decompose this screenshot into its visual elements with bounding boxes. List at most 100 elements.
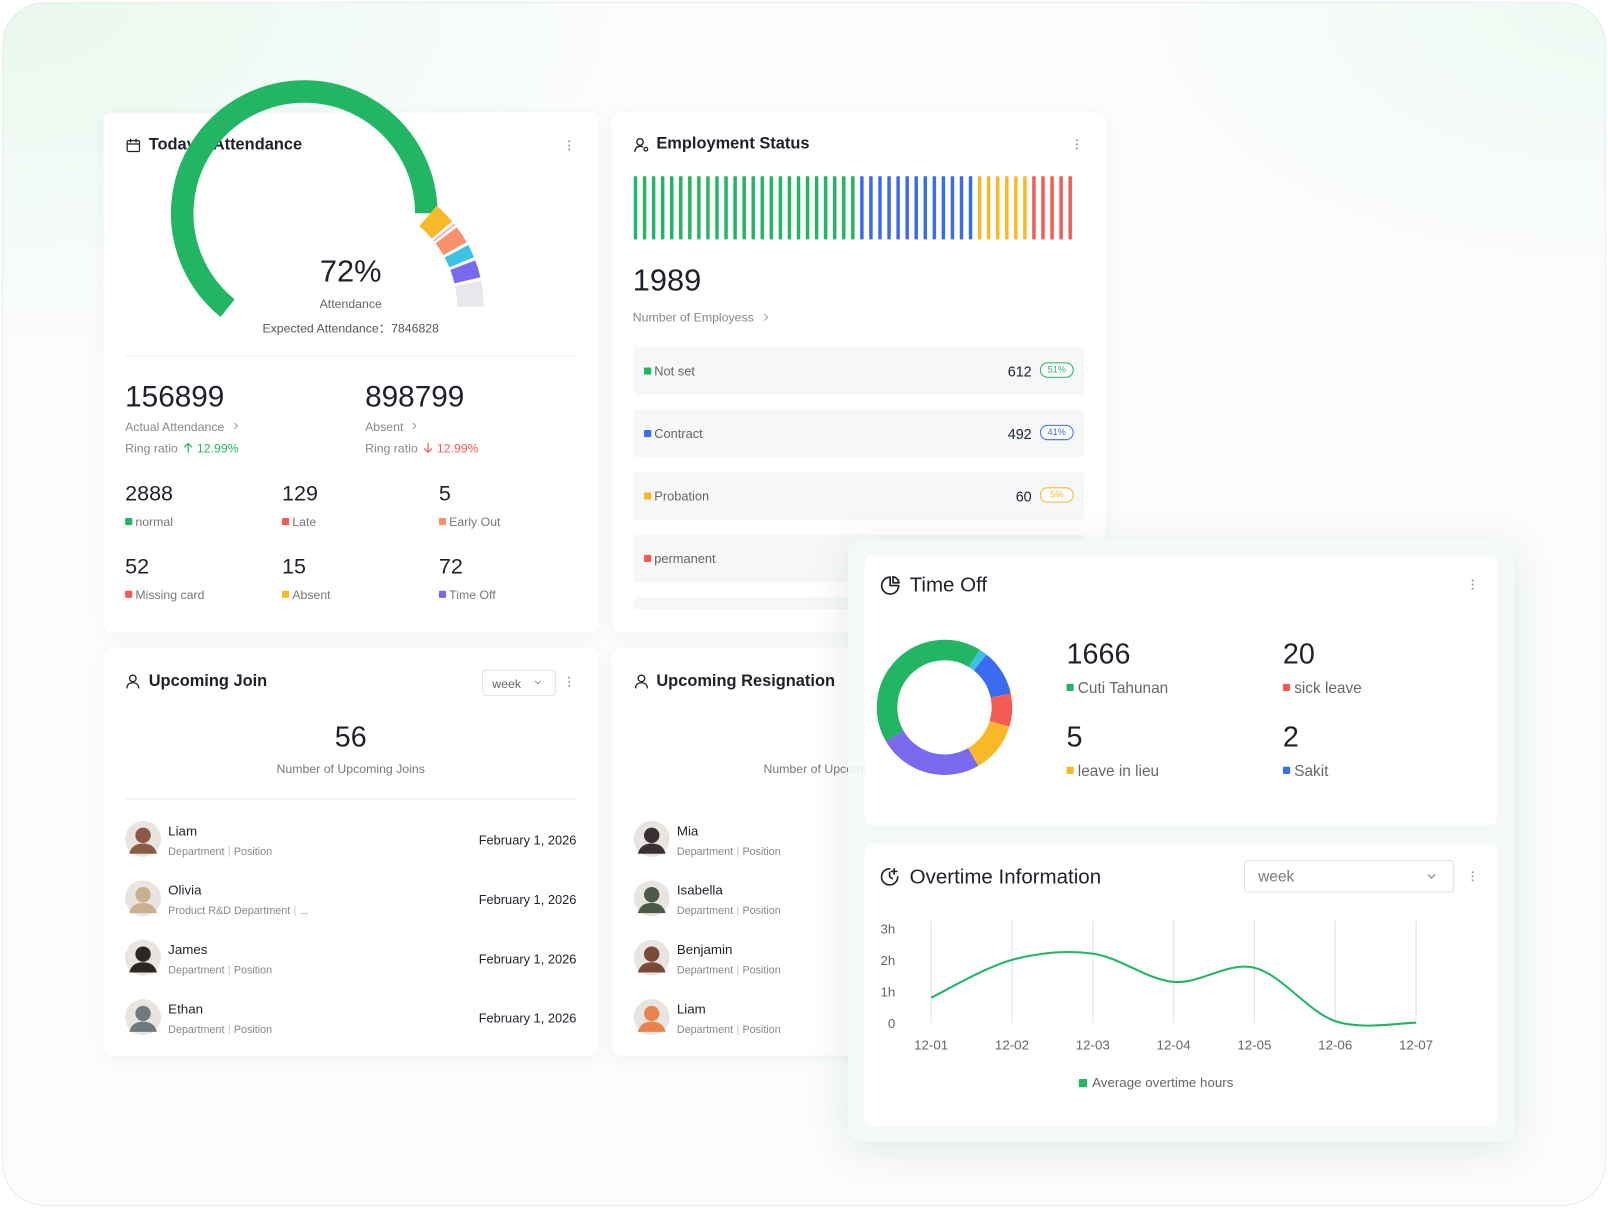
stripe — [887, 176, 891, 240]
summary-label: Actual Attendance — [125, 419, 225, 435]
legend-dot — [125, 590, 133, 598]
clock-icon-part — [880, 867, 899, 886]
gauge-label: Attendance — [319, 296, 382, 312]
chevron-down — [534, 680, 542, 685]
avatar-head — [644, 887, 660, 903]
time-off-value: 5 — [1066, 720, 1083, 753]
more-menu-part — [568, 144, 571, 147]
more-menu-part — [568, 140, 571, 143]
join-date: February 1, 2026 — [478, 952, 577, 967]
period-select[interactable]: week — [481, 669, 556, 697]
more-menu — [1075, 139, 1078, 150]
stripe — [1041, 176, 1045, 240]
avatar-head — [644, 946, 660, 962]
summary-value: 156899 — [125, 380, 225, 414]
more-menu-part — [1471, 875, 1474, 878]
person-department: Department — [676, 964, 734, 977]
avatar-head — [644, 827, 660, 844]
stripe — [796, 176, 801, 240]
pie-icon-part — [880, 576, 900, 595]
user-icon-part — [128, 674, 137, 683]
x-tick-label: 12-02 — [995, 1037, 1029, 1052]
avatar — [633, 880, 670, 917]
avatar-body — [129, 902, 157, 914]
employee-total-label: Number of Employess — [632, 310, 754, 325]
stripe — [633, 176, 638, 240]
line-chart: 0 1h 2h 3h 12-01 12-02 12-03 12-04 12-05 12-06 12-… — [880, 920, 1433, 1090]
more-menu-part — [1075, 143, 1078, 146]
divider — [125, 355, 577, 357]
stripe — [986, 176, 991, 240]
status-count: 492 — [1007, 425, 1032, 443]
legend-dot — [1066, 683, 1074, 692]
card-title: Overtime Information — [909, 866, 1102, 889]
ring-label: Ring ratio — [365, 441, 418, 456]
person-department: Product R&D Department — [168, 904, 291, 918]
legend-dot — [282, 590, 290, 598]
employee-total: 1989 — [632, 264, 702, 298]
legend-dot — [644, 492, 652, 500]
separator — [737, 846, 739, 857]
status-stripes — [633, 176, 1072, 240]
donut-segment — [967, 720, 1010, 766]
status-count: 612 — [1007, 363, 1032, 380]
join-count-label: Number of Upcoming Joins — [276, 761, 425, 776]
donut — [876, 639, 1013, 775]
stripe — [805, 176, 810, 240]
stat-label: Absent — [292, 587, 331, 602]
person-department: Department — [676, 904, 734, 918]
stripe — [1050, 176, 1054, 240]
user-icon-part — [637, 674, 646, 683]
pie-icon — [880, 575, 900, 595]
join-date: February 1, 2026 — [478, 833, 577, 848]
status-name: Contract — [654, 426, 703, 442]
stat-value: 2888 — [125, 482, 174, 506]
x-tick-label: 12-05 — [1237, 1037, 1271, 1052]
gauge-segment — [455, 280, 485, 308]
stripe — [959, 176, 964, 240]
avatar-head — [135, 946, 151, 962]
join-date: February 1, 2026 — [478, 1011, 577, 1026]
avatar-body — [129, 843, 157, 854]
person-name: Ethan — [168, 1001, 204, 1017]
person-position: Position — [742, 964, 781, 977]
more-menu-part — [568, 684, 571, 687]
card-title: Upcoming Join — [148, 672, 268, 690]
period-select[interactable]: week — [1243, 859, 1455, 893]
chevron-down-part — [1427, 874, 1436, 879]
y-tick-label: 3h — [880, 922, 895, 937]
stripe — [878, 176, 882, 240]
clock-icon-part — [888, 867, 898, 880]
time-off-card: Time Off 1666 Cuti Tahunan 20 sick leave 5 lea… — [864, 555, 1498, 826]
stripe — [733, 176, 737, 240]
stripe — [660, 176, 665, 240]
avatar — [633, 821, 670, 857]
stripe — [814, 176, 819, 240]
status-name: permanent — [654, 551, 716, 567]
gauge-value: 72% — [319, 254, 382, 289]
pie-icon-part — [892, 575, 900, 584]
gauge — [170, 80, 485, 317]
stripe — [679, 176, 683, 240]
chevron-down — [1427, 874, 1436, 879]
avatar-head — [135, 827, 151, 844]
stripe — [787, 176, 792, 240]
user-icon-part — [126, 682, 140, 689]
stripe — [706, 176, 710, 240]
chevron-part — [412, 422, 417, 430]
stripe — [923, 176, 928, 240]
card-title: Upcoming Resignation — [656, 672, 836, 690]
legend-dot — [1282, 683, 1291, 692]
attendance-card: Today's Attendance 72% Attendance Expected … — [103, 80, 598, 633]
time-off-name: leave in lieu — [1077, 762, 1160, 781]
y-tick-label: 1h — [880, 984, 895, 999]
upcoming-join-card: Upcoming Join week 56 Number of Upcoming Jo… — [103, 648, 598, 1056]
person-position: Position — [233, 1023, 273, 1037]
stripe — [1068, 176, 1072, 240]
more-menu-part — [1471, 587, 1474, 590]
status-share: 5% — [1039, 487, 1074, 503]
chevron-down-part — [534, 680, 542, 685]
donut-segment — [989, 693, 1013, 727]
person-position: Position — [742, 904, 781, 918]
separator — [737, 906, 739, 917]
